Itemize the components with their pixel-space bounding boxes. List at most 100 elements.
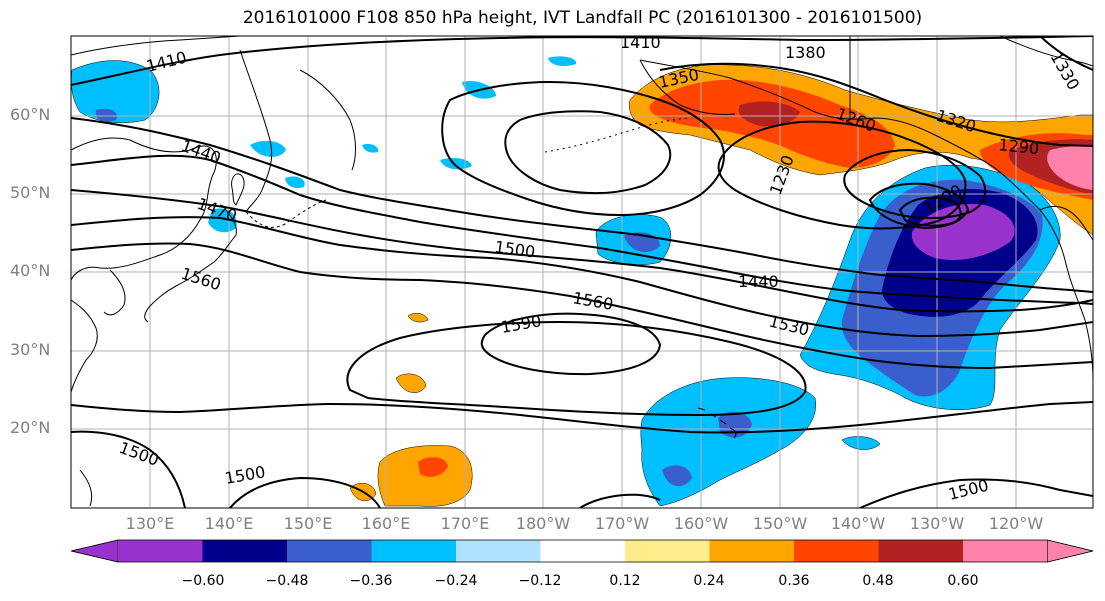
- colorbar-outline: [70, 539, 1094, 563]
- contour-line: [71, 117, 1093, 293]
- colorbar-segment: [118, 540, 203, 562]
- contour-line: [71, 401, 1093, 434]
- ivt-positive-region: [1047, 145, 1093, 190]
- map-frame: [70, 35, 1094, 509]
- ivt-positive-region: [418, 457, 448, 477]
- contour-line: [579, 493, 661, 508]
- lat-tick-label: 50°N: [10, 183, 51, 202]
- contour-line: [71, 36, 1093, 86]
- contour-line: [1039, 36, 1093, 71]
- contour-label: 1290: [998, 135, 1040, 158]
- lon-tick-label: 120°W: [988, 514, 1044, 533]
- lon-tick-label: 160°E: [361, 514, 411, 533]
- colorbar-segment: [794, 540, 879, 562]
- colorbar-segment: [456, 540, 541, 562]
- colorbar-tick-label: 0.36: [778, 573, 810, 589]
- china-coastline: [71, 299, 98, 393]
- lon-tick-label: 130°W: [909, 514, 965, 533]
- contour-line: [441, 80, 725, 217]
- japan-coastline: [144, 209, 237, 323]
- asia-coastline: [71, 36, 241, 56]
- lat-tick-label: 30°N: [10, 340, 51, 359]
- lon-tick-label: 140°W: [830, 514, 886, 533]
- colorbar-segment: [878, 540, 964, 562]
- ivt-negative-region: [95, 108, 117, 122]
- kuril-islands: [245, 199, 327, 228]
- lon-tick-label: 150°E: [283, 514, 333, 533]
- ivt-negative-region: [841, 436, 881, 450]
- lon-tick-label: 140°E: [204, 514, 254, 533]
- ivt-negative-region: [71, 60, 160, 124]
- contour-line: [859, 478, 1093, 508]
- contour-line: [71, 216, 1093, 338]
- contour-line: [480, 312, 662, 376]
- colorbar-tick-label: −0.12: [518, 573, 562, 589]
- contour-line: [868, 182, 970, 230]
- colorbar-segment: [371, 540, 457, 562]
- ivt-positive-region: [395, 373, 427, 393]
- ivt-negative-region: [285, 176, 305, 188]
- colorbar-tick-label: −0.48: [265, 573, 309, 589]
- lat-tick-label: 60°N: [10, 105, 51, 124]
- ivt-negative-region: [362, 143, 379, 153]
- kamchatka-coastline: [239, 49, 273, 213]
- ivt-negative-region: [662, 465, 692, 487]
- ivt-negative-region: [548, 56, 577, 66]
- lon-tick-label: 160°W: [673, 514, 729, 533]
- colorbar-segment: [540, 540, 626, 562]
- colorbar-tick-label: 0.12: [609, 573, 641, 589]
- contour-line: [71, 430, 186, 508]
- ivt-positive-region: [738, 101, 800, 127]
- colorbar-tick-label: −0.60: [181, 573, 225, 589]
- colorbar-tick-label: −0.24: [434, 573, 478, 589]
- map-title: 2016101000 F108 850 hPa height, IVT Land…: [242, 8, 923, 28]
- korea-coastline: [103, 269, 126, 316]
- japan-coastline: [231, 173, 245, 206]
- ivt-negative-region: [440, 158, 472, 170]
- contour-label: 1410: [620, 33, 661, 52]
- contour-line: [71, 242, 1093, 370]
- kamchatka-coastline: [299, 69, 356, 171]
- colorbar-tick-label: 0.24: [693, 573, 725, 589]
- coastlines: [71, 36, 1093, 507]
- colorbar-segment: [625, 540, 710, 562]
- aleutian-islands: [544, 117, 691, 153]
- colorbar-extend-low: [70, 539, 119, 563]
- lon-tick-label: 180°W: [515, 514, 571, 533]
- north-america-coastline: [1039, 205, 1093, 241]
- asia-coastline: [71, 137, 217, 281]
- north-america-coastline: [999, 36, 1093, 67]
- alaska-coastline: [639, 59, 736, 115]
- contour-line: [504, 110, 672, 194]
- ivt-positive-region: [407, 312, 429, 323]
- ivt-negative-region: [250, 140, 286, 157]
- colorbar-tick-label: −0.36: [349, 573, 393, 589]
- lon-tick-label: 130°E: [125, 514, 175, 533]
- colorbar-segment: [202, 540, 288, 562]
- contour-line: [71, 154, 1093, 305]
- contour-line: [843, 148, 987, 219]
- contour-label: 1380: [785, 43, 826, 62]
- lon-tick-label: 170°W: [594, 514, 650, 533]
- colorbar-segment: [287, 540, 372, 562]
- philippines-coastline: [79, 469, 93, 507]
- contour-label: 1440: [738, 272, 779, 291]
- colorbar-tick-label: 0.60: [947, 573, 979, 589]
- contour-line: [717, 120, 967, 230]
- height-contours: [71, 36, 1093, 508]
- colorbar: [70, 539, 1094, 563]
- ivt-shading-layer: [71, 56, 1093, 507]
- contour-line: [71, 189, 1093, 313]
- lon-tick-label: 170°E: [440, 514, 490, 533]
- lat-tick-label: 20°N: [10, 418, 51, 437]
- contour-line: [898, 196, 962, 227]
- contour-line: [346, 320, 807, 417]
- colorbar-tick-label: 0.48: [862, 573, 894, 589]
- gridlines: [71, 36, 1093, 508]
- alaska-coastline: [639, 59, 1093, 381]
- colorbar-segment: [709, 540, 795, 562]
- lat-tick-label: 40°N: [10, 261, 51, 280]
- lon-tick-label: 150°W: [752, 514, 808, 533]
- ivt-negative-region: [718, 411, 752, 438]
